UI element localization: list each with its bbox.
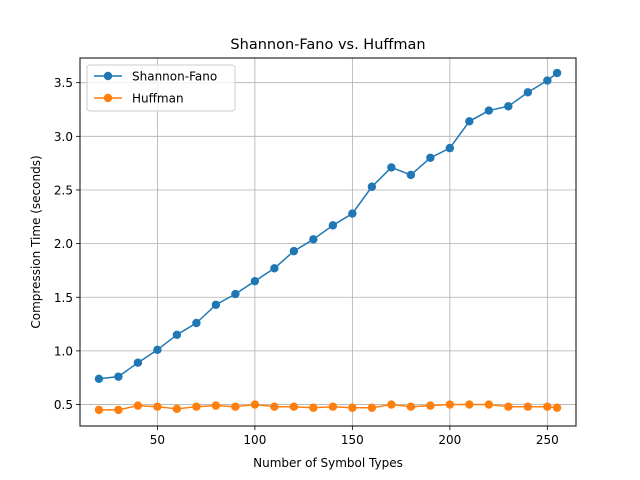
shannon-fano-point [426, 153, 435, 162]
huffman-point [504, 402, 513, 411]
huffman-point [153, 402, 162, 411]
shannon-fano-point [114, 372, 123, 381]
shannon-fano-point [250, 276, 260, 286]
huffman-point [426, 401, 435, 410]
huffman-point [270, 402, 279, 411]
shannon-fano-legend-label: Shannon-Fano [132, 70, 217, 84]
legend: Shannon-Fano Huffman [86, 64, 236, 112]
huffman-point [211, 401, 221, 410]
shannon-fano-point [552, 68, 562, 78]
shannon-fano-point [328, 221, 338, 230]
plot-area-frame [79, 57, 577, 427]
huffman-point [552, 403, 562, 412]
legend-frame [86, 64, 236, 112]
shannon-fano-point [523, 88, 533, 97]
huffman-point [133, 401, 143, 410]
y-tick-label: 0.5 [54, 398, 73, 412]
chart-title: Shannon-Fano vs. Huffman [230, 37, 425, 53]
axis-ticks: 50 100 150 200 250 0.5 1.0 1.5 2.0 2.5 3.0 3.5 [54, 76, 559, 447]
huffman-point [367, 403, 377, 412]
shannon-fano-point [445, 143, 455, 153]
y-tick-label: 1.0 [54, 344, 73, 358]
y-tick-label: 3.0 [54, 130, 73, 144]
x-tick-label: 250 [536, 433, 559, 447]
huffman-point [172, 404, 182, 414]
huffman-point [406, 402, 416, 411]
shannon-fano-point [133, 358, 143, 367]
shannon-fano-point [309, 235, 318, 244]
shannon-fano-point [211, 300, 221, 309]
y-tick-label: 1.5 [54, 291, 73, 305]
shannon-fano-point [465, 117, 474, 126]
x-tick-label: 100 [243, 433, 266, 447]
shannon-fano-point [387, 163, 396, 172]
huffman-point [114, 405, 123, 415]
shannon-fano-point [406, 170, 416, 180]
huffman-point [484, 400, 494, 409]
huffman-legend-marker [103, 93, 113, 103]
huffman-point [348, 403, 357, 412]
x-tick-label: 50 [150, 433, 165, 447]
plot-series [94, 68, 562, 415]
huffman-point [328, 402, 338, 411]
shannon-fano-point [289, 246, 299, 256]
x-axis-label: Number of Symbol Types [253, 456, 403, 470]
shannon-fano-point [192, 318, 201, 328]
huffman-point [250, 400, 260, 409]
shannon-fano-point [543, 76, 552, 85]
shannon-fano-point [348, 209, 357, 218]
shannon-fano-point [367, 182, 377, 191]
shannon-fano-point [153, 345, 162, 355]
y-tick-label: 3.5 [54, 76, 73, 90]
shannon-fano-point [94, 374, 104, 383]
grid [80, 58, 576, 426]
x-tick-label: 150 [341, 433, 364, 447]
huffman-point [289, 402, 299, 411]
shannon-fano-point [504, 102, 513, 111]
huffman-legend-label: Huffman [132, 92, 184, 106]
huffman-point [192, 402, 201, 411]
y-tick-label: 2.0 [54, 237, 73, 251]
huffman-point [309, 403, 318, 412]
huffman-point [543, 402, 552, 411]
shannon-fano-point [172, 330, 182, 340]
shannon-fano-point [231, 289, 240, 299]
shannon-fano-point [484, 106, 494, 115]
y-axis-label: Compression Time (seconds) [29, 155, 43, 328]
huffman-point [94, 405, 104, 415]
shannon-fano-point [270, 264, 279, 273]
huffman-point [465, 400, 474, 409]
shannon-fano-legend-marker [103, 71, 113, 81]
x-tick-label: 200 [438, 433, 461, 447]
huffman-point [231, 402, 240, 411]
huffman-point [445, 400, 455, 409]
y-tick-label: 2.5 [54, 183, 73, 197]
huffman-point [387, 400, 396, 409]
huffman-point [523, 402, 533, 411]
